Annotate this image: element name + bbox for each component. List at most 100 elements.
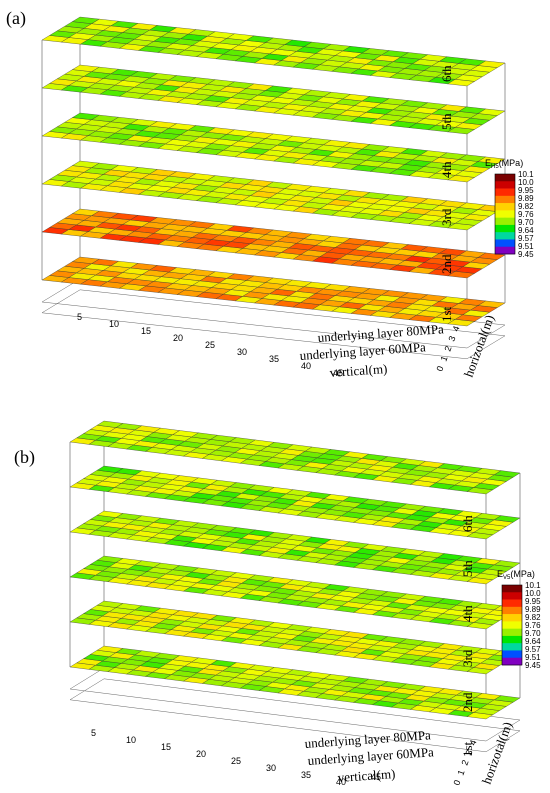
panel-a-layer-5th (41, 64, 506, 135)
panel-b-ytick: 1 (455, 769, 466, 777)
panel-b-layer-6th (69, 420, 521, 495)
panel-b-layer-label-4th: 4th (460, 605, 475, 622)
panel-a-ytick: 3 (446, 335, 457, 343)
panel-b-colorbar-swatch (502, 585, 522, 593)
panel-b-yticks: 0 1 2 3 4 (451, 739, 478, 787)
panel-a-colorbar-swatch (495, 217, 515, 226)
panel-b-xtick: 10 (126, 735, 136, 745)
panel-a-xtick: 5 (77, 312, 82, 322)
panel-b-colorbar-title-sub: V5 (503, 575, 511, 581)
panel-b-xtick: 20 (196, 749, 206, 759)
panel-a-ytick: 1 (438, 355, 449, 363)
panel-b-colorbar-title: EV5(MPa) (497, 569, 535, 581)
panel-a-xtick: 35 (269, 354, 279, 364)
panel-a-underlying-plane (41, 278, 506, 349)
panel-a-colorbar-swatch (495, 239, 515, 248)
panel-b-layer-label-1st: 1st (460, 741, 475, 757)
panel-b-cell (493, 515, 521, 523)
panel-b-ylabel: horizotal(m) (479, 720, 515, 786)
panel-b-underlying-plane (69, 678, 521, 753)
panel-b-ytick: 4 (467, 739, 478, 747)
panel-b-colorbar-swatch (502, 614, 522, 622)
panel-b-colorbar-tick: 9.82 (525, 613, 541, 622)
panel-a-xtick: 30 (237, 347, 247, 357)
panel-a-colorbar-tick: 9.51 (518, 242, 534, 251)
panel-b-colorbar-title-main: E (497, 569, 503, 579)
panel-b-cell (493, 695, 521, 703)
panel-a-layer-2nd (41, 208, 506, 279)
panel-b-layer-label-3rd: 3rd (460, 649, 475, 667)
panel-a-xlabel: vertical(m) (329, 361, 388, 380)
panel-a-colorbar-tick: 9.95 (518, 186, 534, 195)
panel-a: (a) 6th 5th 4th 3rd 2nd 1st 5 10 15 20 2… (6, 8, 534, 380)
panel-b-xtick: 25 (231, 756, 241, 766)
panel-a-cell (477, 252, 506, 260)
panel-a-cell (477, 300, 506, 308)
panel-a-colorbar-swatch (495, 210, 515, 218)
panel-b-ytick: 0 (451, 779, 462, 787)
panel-a-colorbar-tick: 10.1 (518, 170, 534, 179)
panel-a-cell (477, 60, 506, 68)
panel-b-colorbar-tick: 9.70 (525, 629, 541, 638)
panel-b-colorbar-tick: 9.76 (525, 621, 541, 630)
panel-a-colorbar-swatch (495, 232, 515, 240)
panel-a-ytick: 0 (434, 365, 445, 373)
panel-b-ytick: 3 (463, 749, 474, 757)
panel-a-colorbar-title-unit: (MPa) (499, 158, 524, 168)
panel-a-yticks: 0 1 2 3 4 (434, 325, 461, 373)
panel-a-xtick: 15 (141, 326, 151, 336)
panel-a-colorbar-tick: 9.82 (518, 202, 534, 211)
panel-a-underlying-plane (41, 289, 506, 360)
panel-b-colorbar-swatch (502, 643, 522, 651)
panel-a-colorbar-title-main: E (485, 158, 491, 168)
panel-b-layer-labels: 6th 5th 4th 3rd 2nd 1st (460, 515, 475, 757)
panel-a-xtick: 25 (205, 340, 215, 350)
panel-a-ytick: 2 (442, 345, 453, 353)
panel-a-xtick: 40 (301, 361, 311, 371)
panel-b-xtick: 40 (336, 777, 346, 787)
panel-b-xtick: 30 (266, 763, 276, 773)
panel-a-ytick: 4 (450, 325, 461, 333)
panel-a-layer-label-2nd: 2nd (439, 254, 454, 274)
panel-a-colorbar-tick: 9.89 (518, 194, 534, 203)
panel-a-colorbar-tick: 9.70 (518, 218, 534, 227)
panel-a-layers (41, 16, 506, 360)
panel-a-colorbar-swatch (495, 246, 515, 255)
panel-a-colorbar: 10.110.09.959.899.829.769.709.649.579.51… (494, 170, 534, 259)
panel-b-colorbar-swatch (502, 628, 522, 637)
panel-b-layer-label-5th: 5th (460, 560, 475, 577)
panel-b-xtick: 15 (161, 742, 171, 752)
panel-b-cell (493, 560, 521, 568)
panel-a-layer-labels: 6th 5th 4th 3rd 2nd 1st (439, 65, 454, 322)
panel-b-colorbar-frame (501, 584, 523, 666)
panel-a-xticks: 5 10 15 20 25 30 35 40 45 (77, 312, 343, 378)
panel-b-colorbar: 10.110.09.959.899.829.769.709.649.579.51… (501, 581, 541, 670)
panel-b-colorbar-swatch (502, 592, 522, 600)
panel-a-colorbar-frame (494, 173, 516, 255)
panel-b-colorbar-swatch (502, 635, 522, 644)
panel-b-xtick: 5 (91, 728, 96, 738)
panel-b-colorbar-tick: 10.0 (525, 589, 541, 598)
panel-b-layer-label-6th: 6th (460, 515, 475, 532)
panel-b-xlabel: vertical(m) (337, 766, 396, 785)
panel-a-layer-3rd (41, 160, 506, 231)
panel-b-colorbar-tick: 9.51 (525, 653, 541, 662)
panel-a-xtick: 10 (109, 319, 119, 329)
panel-b-layer-2nd (69, 600, 521, 675)
panel-b-colorbar-swatch (502, 650, 522, 659)
panel-a-cell (477, 108, 506, 116)
panel-a-colorbar-swatch (495, 188, 515, 197)
panel-a-layer-1st (41, 256, 506, 327)
panel-a-label: (a) (6, 8, 26, 29)
panel-a-layer-label-4th: 4th (439, 161, 454, 178)
panel-b-xticks: 5 10 15 20 25 30 35 40 45 (91, 728, 381, 787)
panel-b-ytick: 2 (459, 759, 470, 767)
panel-a-layer-6th (41, 16, 506, 87)
panel-b-layer-1st (69, 645, 521, 720)
panel-b-colorbar-tick: 9.89 (525, 605, 541, 614)
panel-b-colorbar-swatch (502, 657, 522, 666)
panel-b-layer-label-2nd: 2nd (460, 692, 475, 712)
panel-a-colorbar-tick: 9.57 (518, 234, 534, 243)
panel-b-layer-5th (69, 465, 521, 540)
